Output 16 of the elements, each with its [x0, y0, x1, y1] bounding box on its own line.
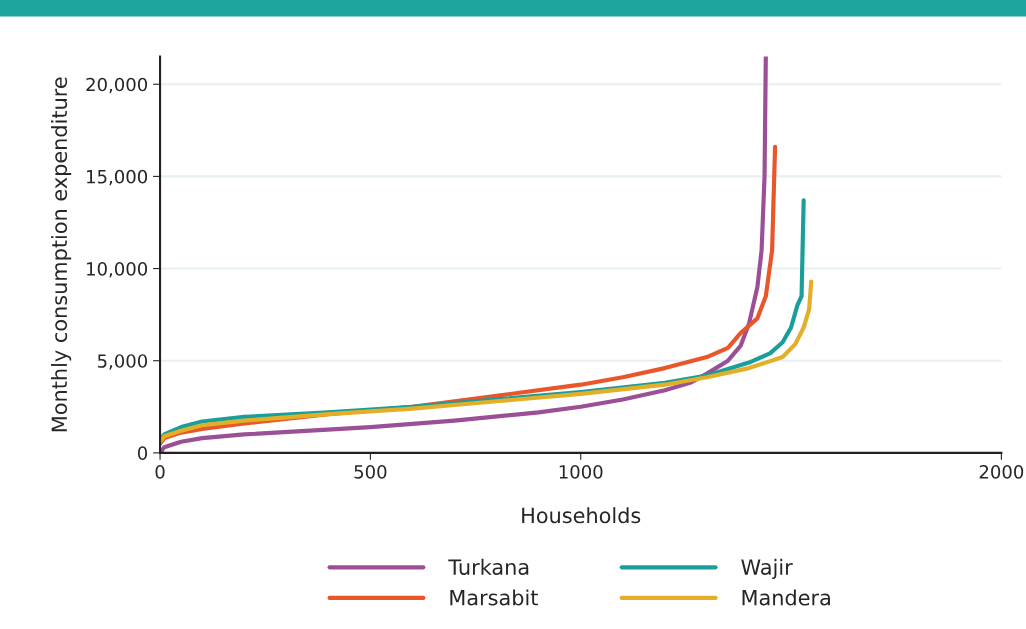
x-tick-label: 1000 [559, 465, 603, 479]
legend-label: Marsabit [450, 589, 538, 606]
y-axis-title: Monthly consumption expenditure [51, 77, 72, 432]
x-tick-label: 0 [155, 465, 165, 479]
x-axis-title: Households [522, 507, 641, 524]
y-tick-label: 15,000 [87, 169, 148, 186]
x-tick-label: 500 [354, 465, 387, 479]
y-tick-label: 10,000 [87, 262, 148, 278]
x-tick-label: 2000 [979, 465, 1024, 479]
line-series [160, 279, 814, 444]
legend-label: Wajir [741, 558, 793, 579]
y-tick-label: 20,000 [86, 77, 148, 94]
y-tick-label: 0 [137, 446, 148, 460]
legend-label: Turkana [448, 558, 529, 575]
legend-label: Mandera [742, 589, 830, 606]
y-tick-label: 5,000 [97, 354, 148, 370]
